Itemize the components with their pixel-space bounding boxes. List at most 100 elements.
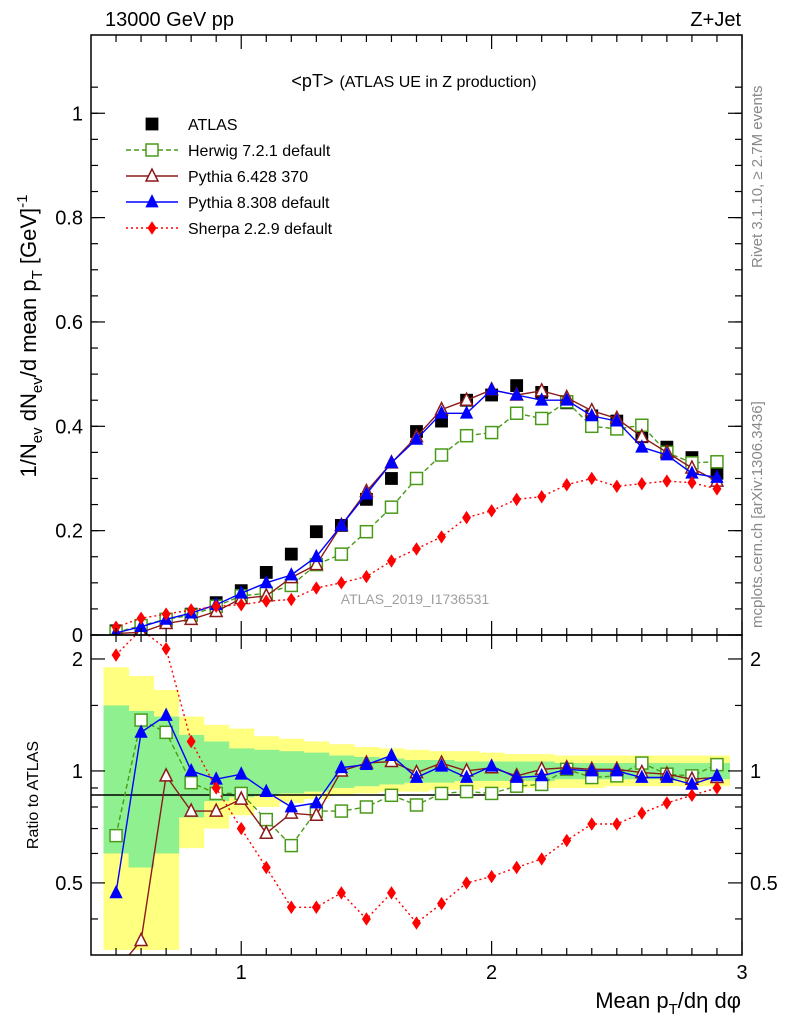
ratio-point-sherpa-2-2-9-default [437, 896, 447, 911]
legend-entry-pythia-6-428-370: Pythia 6.428 370 [126, 167, 308, 186]
ratio-point-sherpa-2-2-9-default [386, 886, 396, 900]
ratio-point-sherpa-2-2-9-default [487, 869, 497, 884]
main-point-pythia-8-308-default [610, 413, 624, 427]
ratio-point-pythia-8-308-default [109, 885, 123, 899]
ratio-point-pythia-8-308-default [560, 761, 574, 775]
main-y-tick-label: 0 [72, 625, 83, 647]
main-point-sherpa-2-2-9-default [587, 471, 597, 486]
ratio-point-sherpa-2-2-9-default [712, 781, 722, 795]
ratio-point-sherpa-2-2-9-default [161, 642, 171, 656]
main-point-pythia-8-308-default [434, 405, 449, 419]
ratio-series-pythia-8-308-default [109, 707, 724, 899]
x-tick-label: 3 [736, 962, 747, 984]
main-point-sherpa-2-2-9-default [637, 476, 647, 491]
ratio-point-pythia-8-308-default [234, 766, 248, 780]
ratio-point-pythia-8-308-default [434, 758, 449, 772]
main-point-herwig-7-2-1-default [359, 524, 374, 539]
main-point-atlas [385, 472, 398, 485]
x-axis-title: Mean pT/dη dφ [595, 988, 741, 1018]
ratio-series-sherpa-2-2-9-default [111, 635, 722, 930]
main-series-sherpa-2-2-9-default [111, 471, 722, 634]
main-point-sherpa-2-2-9-default [412, 542, 421, 556]
ratio-point-herwig-7-2-1-default [384, 788, 399, 803]
ratio-point-pythia-8-308-default [359, 756, 374, 771]
ratio-point-sherpa-2-2-9-default [512, 860, 522, 875]
main-point-pythia-8-308-default [384, 454, 399, 469]
main-point-herwig-7-2-1-default [409, 471, 424, 486]
ratio-point-pythia-6-428-370 [259, 824, 274, 839]
main-point-sherpa-2-2-9-default [487, 504, 497, 518]
header-left: 13000 GeV pp [105, 9, 234, 31]
ratio-point-pythia-8-308-default [184, 763, 198, 777]
axis-tick-labels: 0 0.2 0.4 0.6 0.8 1 1 2 3 0.5 0.5 1 1 2 2 [55, 103, 778, 984]
ratio-plot-series [91, 635, 742, 976]
ratio-point-pythia-6-428-370 [133, 931, 149, 947]
main-point-sherpa-2-2-9-default [386, 554, 396, 568]
main-y-tick-label: 0.8 [55, 208, 83, 230]
ratio-point-herwig-7-2-1-default [359, 800, 374, 814]
legend-label: Sherpa 2.2.9 default [188, 221, 333, 238]
main-point-sherpa-2-2-9-default [136, 611, 146, 626]
ratio-point-sherpa-2-2-9-default [236, 821, 246, 836]
ratio-point-sherpa-2-2-9-default [637, 806, 647, 820]
ratio-y-tick-label: 1 [72, 761, 83, 783]
main-point-herwig-7-2-1-default [534, 411, 549, 426]
ratio-point-herwig-7-2-1-default [134, 713, 148, 727]
ratio-point-herwig-7-2-1-default [484, 786, 499, 801]
legend: ATLAS Herwig 7.2.1 default Pythia 6.428 37… [126, 117, 333, 238]
main-point-pythia-8-308-default [635, 439, 649, 453]
main-point-pythia-8-308-default [334, 517, 349, 531]
main-point-pythia-6-428-370 [459, 391, 474, 406]
main-point-sherpa-2-2-9-default [211, 599, 221, 614]
analysis-watermark: ATLAS_2019_I1736531 [341, 591, 490, 607]
main-point-sherpa-2-2-9-default [687, 475, 697, 490]
main-y-tick-label: 0.2 [55, 521, 83, 543]
main-y-axis-title: 1/Nev dNev/d mean pT [GeV]-1 [14, 195, 46, 478]
ratio-point-sherpa-2-2-9-default [186, 734, 196, 749]
ratio-point-pythia-8-308-default [635, 769, 649, 783]
main-y-tick-label: 1 [72, 103, 83, 125]
ratio-point-sherpa-2-2-9-default [286, 900, 296, 914]
main-point-sherpa-2-2-9-default [712, 482, 722, 496]
main-point-atlas [284, 547, 298, 561]
main-point-sherpa-2-2-9-default [537, 490, 547, 504]
main-point-herwig-7-2-1-default [509, 406, 524, 421]
legend-label: Pythia 8.308 default [188, 195, 330, 212]
ratio-y-tick-label: 2 [72, 649, 83, 671]
ratio-point-pythia-6-428-370 [208, 802, 224, 817]
main-y-tick-label: 0.6 [55, 312, 83, 334]
ratio-point-pythia-8-308-default [159, 707, 173, 721]
legend-entry-pythia-8-308-default: Pythia 8.308 default [126, 194, 330, 212]
ratio-point-pythia-6-428-370 [309, 806, 324, 822]
main-point-sherpa-2-2-9-default [512, 492, 522, 507]
main-point-pythia-8-308-default [560, 392, 574, 406]
x-tick-label: 1 [236, 962, 247, 984]
ratio-point-pythia-8-308-default [384, 747, 399, 761]
ratio-point-pythia-6-428-370 [110, 964, 122, 976]
ratio-point-sherpa-2-2-9-default [662, 796, 672, 810]
ratio-point-pythia-8-308-default [134, 724, 148, 738]
main-point-sherpa-2-2-9-default [311, 581, 321, 595]
ratio-point-pythia-8-308-default [610, 763, 624, 777]
ratio-point-herwig-7-2-1-default [434, 786, 449, 801]
main-point-pythia-8-308-default [284, 567, 298, 581]
ratio-point-sherpa-2-2-9-default [687, 788, 697, 803]
main-point-pythia-8-308-default [359, 486, 374, 500]
plot-title-main: <pT> [291, 71, 333, 91]
main-point-pythia-8-308-default [484, 381, 499, 396]
main-point-herwig-7-2-1-default [484, 425, 499, 440]
main-point-herwig-7-2-1-default [384, 500, 399, 514]
inner-band-bin [103, 705, 130, 854]
main-point-herwig-7-2-1-default [459, 428, 474, 443]
axis-ticks [91, 35, 743, 955]
ratio-point-pythia-8-308-default [510, 769, 524, 783]
ratio-point-herwig-7-2-1-default [409, 798, 424, 812]
ratio-point-pythia-8-308-default [459, 769, 474, 783]
header-right: Z+Jet [690, 9, 741, 31]
ratio-point-herwig-7-2-1-default [334, 804, 349, 818]
main-point-sherpa-2-2-9-default [612, 479, 622, 494]
plot-title: <pT> (ATLAS UE in Z production) [291, 71, 536, 91]
main-point-herwig-7-2-1-default [334, 547, 349, 561]
ratio-point-herwig-7-2-1-default [459, 784, 474, 799]
